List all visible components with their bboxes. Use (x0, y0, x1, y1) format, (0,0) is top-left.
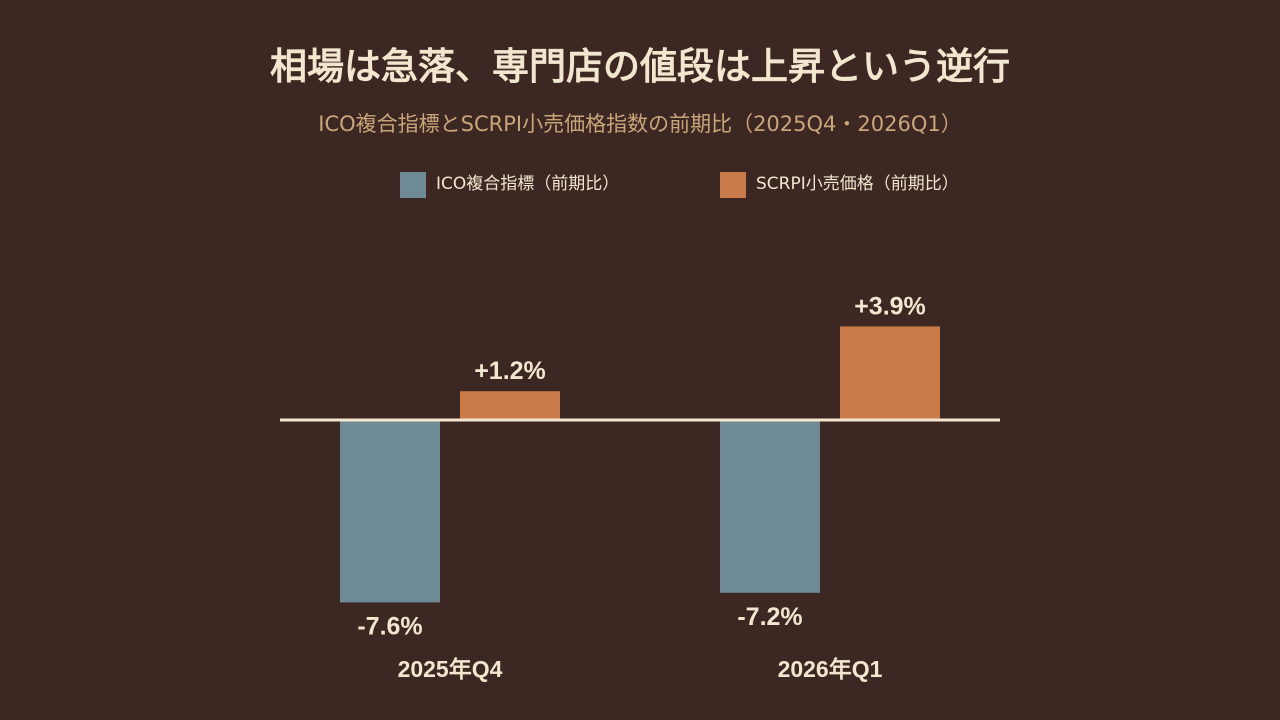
chart-title: 相場は急落、専門店の値段は上昇という逆行 (270, 45, 1010, 88)
legend-item-ico: ICO複合指標（前期比） (400, 171, 619, 199)
category-label-1: 2025年Q4 (398, 656, 503, 682)
legend-swatch-ico (400, 172, 426, 198)
legend-swatch-scrpi (720, 172, 746, 198)
category-label-2: 2026年Q1 (778, 656, 883, 682)
data-label-scrpi-2: +3.9% (854, 292, 926, 320)
bar-scrpi-1 (460, 391, 560, 420)
data-label-ico-1: -7.6% (357, 612, 422, 640)
data-label-scrpi-1: +1.2% (474, 357, 546, 385)
bar-ico-1 (340, 420, 440, 603)
legend-label-ico: ICO複合指標（前期比） (436, 173, 620, 194)
legend-item-scrpi: SCRPI小売価格（前期比） (720, 171, 959, 199)
data-label-ico-2: -7.2% (737, 603, 802, 631)
bar-scrpi-2 (840, 326, 940, 420)
chart-subtitle: ICO複合指標とSCRPI小売価格指数の前期比（2025Q4・2026Q1） (318, 112, 962, 136)
legend-label-scrpi: SCRPI小売価格（前期比） (756, 173, 959, 194)
bar-ico-2 (720, 420, 820, 593)
